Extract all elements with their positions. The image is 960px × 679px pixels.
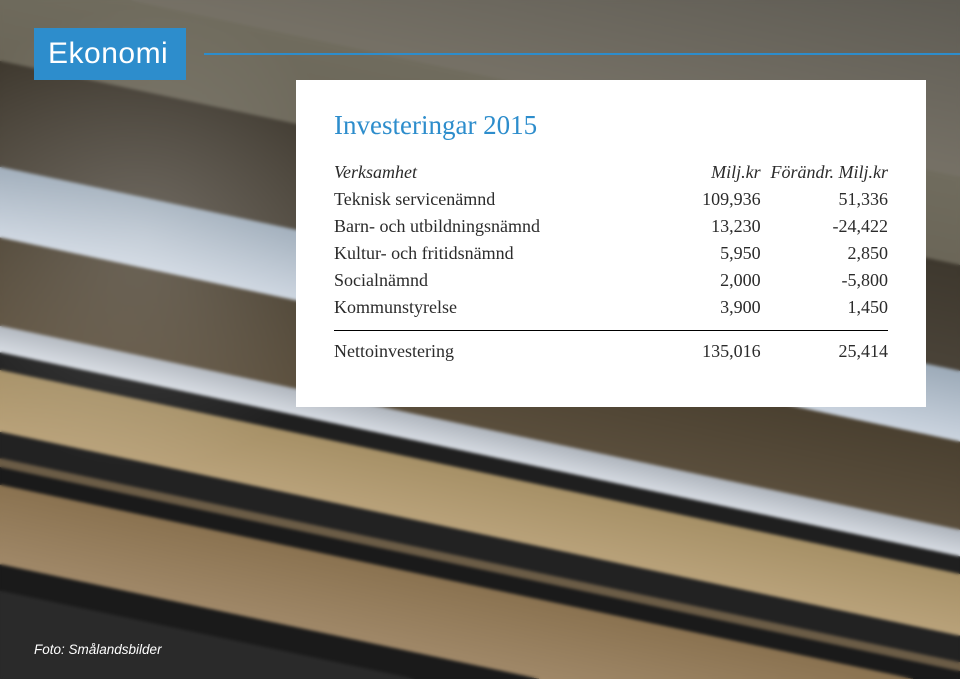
header-divider (204, 53, 960, 55)
col-header-forandr: Förändr. Milj.kr (761, 159, 888, 186)
photo-credit: Foto: Smålandsbilder (34, 642, 162, 657)
row-v1: 5,950 (639, 240, 761, 267)
row-v1: 109,936 (639, 186, 761, 213)
table-total-row: Nettoinvestering 135,016 25,414 (334, 338, 888, 365)
table-row: Kommunstyrelse 3,900 1,450 (334, 294, 888, 321)
row-v2: 2,850 (761, 240, 888, 267)
col-header-miljkr: Milj.kr (639, 159, 761, 186)
table-header-row: Verksamhet Milj.kr Förändr. Milj.kr (334, 159, 888, 186)
table-row: Socialnämnd 2,000 -5,800 (334, 267, 888, 294)
row-label: Socialnämnd (334, 267, 639, 294)
content-card: Investeringar 2015 Verksamhet Milj.kr Fö… (296, 80, 926, 407)
col-header-verksamhet: Verksamhet (334, 159, 639, 186)
table-rule (334, 321, 888, 338)
table-row: Kultur- och fritidsnämnd 5,950 2,850 (334, 240, 888, 267)
card-title: Investeringar 2015 (334, 110, 888, 141)
row-v2: -24,422 (761, 213, 888, 240)
header-title: Ekonomi (48, 37, 168, 71)
total-v2: 25,414 (761, 338, 888, 365)
row-label: Teknisk servicenämnd (334, 186, 639, 213)
total-label: Nettoinvestering (334, 338, 639, 365)
row-label: Kommunstyrelse (334, 294, 639, 321)
table-row: Teknisk servicenämnd 109,936 51,336 (334, 186, 888, 213)
row-v2: -5,800 (761, 267, 888, 294)
row-label: Kultur- och fritidsnämnd (334, 240, 639, 267)
header-title-box: Ekonomi (34, 28, 186, 80)
investments-table: Verksamhet Milj.kr Förändr. Milj.kr Tekn… (334, 159, 888, 365)
table-divider (334, 330, 888, 331)
row-v1: 3,900 (639, 294, 761, 321)
page-root: Ekonomi Investeringar 2015 Verksamhet Mi… (0, 0, 960, 679)
row-v2: 51,336 (761, 186, 888, 213)
table-row: Barn- och utbildningsnämnd 13,230 -24,42… (334, 213, 888, 240)
row-v1: 13,230 (639, 213, 761, 240)
row-label: Barn- och utbildningsnämnd (334, 213, 639, 240)
header-bar: Ekonomi (0, 28, 960, 80)
row-v2: 1,450 (761, 294, 888, 321)
total-v1: 135,016 (639, 338, 761, 365)
row-v1: 2,000 (639, 267, 761, 294)
